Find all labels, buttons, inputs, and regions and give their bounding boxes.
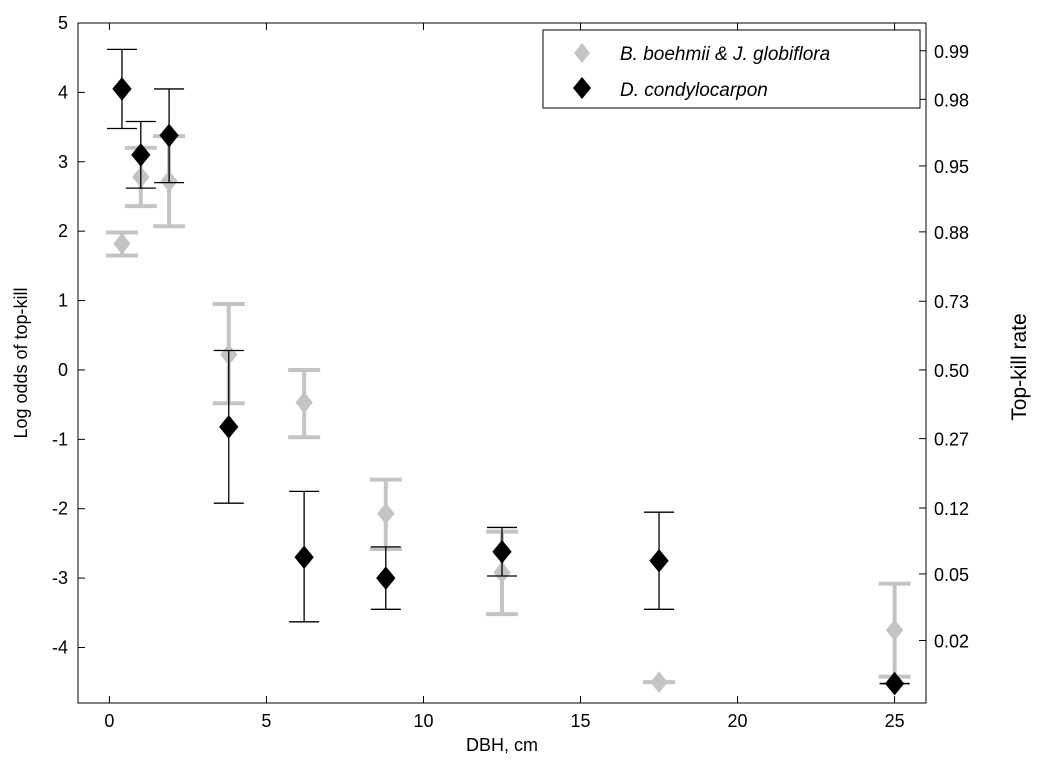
legend-entry-series-2: D. condylocarpon bbox=[620, 80, 768, 101]
x-tick-label: 10 bbox=[413, 711, 433, 731]
y-tick-label: 0 bbox=[58, 360, 68, 380]
data-point bbox=[131, 143, 151, 167]
data-point bbox=[295, 391, 313, 414]
x-tick-label: 5 bbox=[261, 711, 271, 731]
data-point bbox=[294, 545, 314, 570]
y-axis-right: 0.99 0.98 0.95 0.88 0.73 0.50 0.27 0.12 0.05 0.02 bbox=[919, 42, 969, 652]
legend: B. boehmii & J. globiflora D. condylocar… bbox=[542, 29, 921, 109]
y-right-tick-label: 0.27 bbox=[934, 430, 969, 450]
y-tick-label: -4 bbox=[52, 637, 68, 657]
data-point bbox=[377, 502, 395, 525]
data-point bbox=[884, 671, 905, 696]
legend-marker-series-2 bbox=[573, 77, 591, 99]
y-tick-label: 4 bbox=[58, 82, 68, 102]
y-axis-label-right: Top-kill rate bbox=[1008, 313, 1031, 420]
y-right-tick-label: 0.05 bbox=[934, 565, 969, 585]
y-right-tick-label: 0.73 bbox=[934, 292, 969, 312]
legend-marker-series-1 bbox=[574, 43, 590, 63]
x-tick-label: 15 bbox=[571, 711, 591, 731]
series-layer bbox=[105, 48, 911, 696]
data-point bbox=[649, 548, 669, 573]
data-point bbox=[219, 415, 239, 439]
y-tick-label: -3 bbox=[52, 568, 68, 588]
y-right-tick-label: 0.88 bbox=[934, 223, 969, 243]
y-right-tick-label: 0.95 bbox=[934, 157, 969, 177]
y-right-tick-label: 0.50 bbox=[934, 361, 969, 381]
y-tick-label: -2 bbox=[52, 499, 68, 519]
data-point bbox=[376, 566, 396, 590]
data-point bbox=[885, 619, 904, 641]
y-right-tick-label: 0.99 bbox=[934, 42, 969, 62]
y-right-tick-label: 0.98 bbox=[934, 90, 969, 110]
legend-entry-series-1: B. boehmii & J. globiflora bbox=[620, 44, 830, 65]
series-2 bbox=[106, 48, 910, 696]
y-right-tick-label: 0.02 bbox=[934, 632, 969, 652]
y-tick-label: 5 bbox=[58, 13, 68, 33]
x-tick-label: 0 bbox=[104, 711, 114, 731]
y-tick-label: -1 bbox=[52, 429, 68, 449]
data-point bbox=[492, 539, 512, 564]
legend-box bbox=[542, 29, 921, 109]
data-point bbox=[112, 77, 132, 101]
x-axis-label: DBH, cm bbox=[466, 735, 538, 755]
y-tick-label: 1 bbox=[58, 291, 68, 311]
x-axis: 0 5 10 15 20 25 bbox=[104, 23, 905, 731]
y-right-tick-label: 0.12 bbox=[934, 499, 969, 519]
data-point bbox=[159, 123, 179, 148]
x-tick-label: 25 bbox=[885, 711, 905, 731]
y-tick-label: 3 bbox=[58, 152, 68, 172]
y-axis-left: 5 4 3 2 1 0 -1 -2 -3 -4 bbox=[52, 13, 85, 657]
data-point bbox=[650, 671, 668, 693]
data-point bbox=[113, 232, 131, 255]
y-axis-label: Log odds of top-kill bbox=[11, 287, 31, 438]
x-tick-label: 20 bbox=[728, 711, 748, 731]
y-tick-label: 2 bbox=[58, 221, 68, 241]
